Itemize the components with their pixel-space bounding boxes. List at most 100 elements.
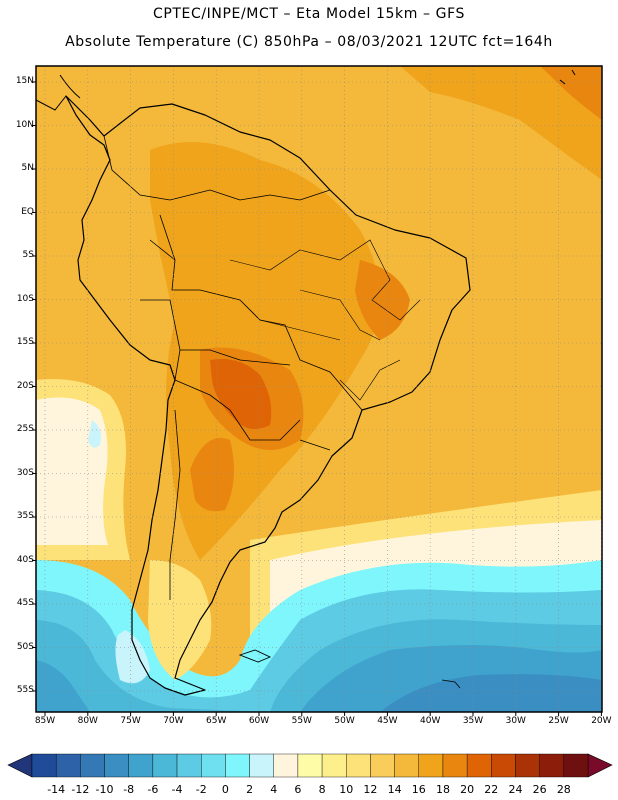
colorbar-tick-label: -2 xyxy=(195,783,207,796)
lon-label: 80W xyxy=(77,716,98,726)
south-america-coastline xyxy=(65,95,471,696)
colorbar-tick-label: 12 xyxy=(363,783,378,796)
colorbar-swatch xyxy=(346,753,371,778)
colorbar-swatch xyxy=(201,753,226,778)
south-georgia-island xyxy=(441,679,461,689)
chart-title: CPTEC/INPE/MCT – Eta Model 15km – GFS xyxy=(152,6,466,22)
colorbar-tick-label: 18 xyxy=(435,783,450,796)
lon-label: 45W xyxy=(377,716,398,726)
lon-label: 50W xyxy=(334,716,355,726)
hottest-zone-paraguay xyxy=(210,359,272,429)
colorbar-tick-label: 16 xyxy=(411,783,426,796)
colorbar-tick-label: 8 xyxy=(318,783,326,796)
field-northwest xyxy=(36,66,110,130)
lat-label: 15N xyxy=(15,76,34,86)
colorbar-tick-label: -14 xyxy=(47,783,66,796)
colorbar-tick-label: 24 xyxy=(508,783,523,796)
patagonia-cold xyxy=(115,630,150,684)
colorbar-tick-label: 14 xyxy=(387,783,402,796)
hot-spot-northeast xyxy=(355,260,410,340)
lon-label: 25W xyxy=(548,716,569,726)
lat-label: 40S xyxy=(16,554,34,565)
caribbean-islands xyxy=(559,69,576,85)
pacific-cold-spot xyxy=(88,420,101,448)
southern-ocean-coldest xyxy=(380,674,602,712)
state-borders xyxy=(229,239,421,401)
colorbar-swatch xyxy=(80,753,105,778)
colorbar-tick-label: 10 xyxy=(339,783,354,796)
colorbar-swatch xyxy=(55,753,81,778)
hot-spot-argentina xyxy=(190,438,234,512)
country-borders xyxy=(103,135,363,600)
colorbar-tick-label: 20 xyxy=(460,783,475,796)
lat-label: 10N xyxy=(15,119,34,130)
lat-label: 25S xyxy=(16,424,34,434)
colorbar-tick-label: -10 xyxy=(95,783,114,796)
colorbar-swatch xyxy=(370,753,395,778)
falkland-islands xyxy=(238,649,272,663)
colorbar-tick-label: 22 xyxy=(484,783,499,796)
colorbar-tick-label: 6 xyxy=(294,783,302,796)
colorbar-tick-label: -8 xyxy=(123,783,135,796)
lon-label: 20W xyxy=(591,716,612,726)
lon-label: 75W xyxy=(120,716,141,726)
pacific-cool-zone xyxy=(36,397,108,545)
warm-zone-atlantic xyxy=(400,66,602,180)
colorbar-swatch xyxy=(31,753,57,778)
patagonia-mild xyxy=(148,560,212,680)
colorbar-swatch xyxy=(104,753,129,778)
colorbar-swatch xyxy=(491,753,516,778)
chart-subtitle: Absolute Temperature (C) 850hPa – 08/03/… xyxy=(65,34,553,50)
lat-label: 20S xyxy=(16,380,34,391)
colorbar-swatch xyxy=(176,753,202,778)
lon-label: 55W xyxy=(291,716,312,726)
map-area xyxy=(36,66,602,712)
colorbar-swatch xyxy=(394,753,419,778)
colorbar-swatch xyxy=(539,753,565,778)
lat-label: 5N xyxy=(21,163,34,173)
lon-label: 30W xyxy=(505,716,526,726)
colorbar-tick-label: -12 xyxy=(71,783,90,796)
colorbar-swatch xyxy=(249,753,274,778)
lon-label: 70W xyxy=(163,716,184,726)
colorbar-swatch xyxy=(466,753,492,778)
colorbar-low-arrow xyxy=(7,753,33,778)
central-america-coastline xyxy=(36,74,81,111)
colorbar-swatch xyxy=(128,753,154,778)
lon-label: 65W xyxy=(206,716,227,726)
lon-label: 40W xyxy=(420,716,441,726)
lat-label: 10S xyxy=(16,293,34,304)
colorbar-tick-label: -6 xyxy=(147,783,159,796)
colorbar-high-arrow xyxy=(587,753,613,778)
colorbar-swatch xyxy=(225,753,250,778)
colorbar-swatch xyxy=(418,753,444,778)
colorbar-swatch xyxy=(515,753,540,778)
lat-label: 55S xyxy=(16,685,34,695)
lat-label: 30S xyxy=(16,467,34,478)
lat-label: 50S xyxy=(16,641,34,652)
colorbar-tick-label: -4 xyxy=(171,783,183,796)
colorbar-swatch xyxy=(152,753,178,778)
colorbar-swatch xyxy=(442,753,468,778)
colorbar-swatch xyxy=(321,753,347,778)
lat-label: 35S xyxy=(16,511,34,521)
colorbar-tick-label: 0 xyxy=(221,783,229,796)
lat-label: 45S xyxy=(16,598,34,608)
lon-label: 85W xyxy=(34,716,56,726)
colorbar-tick-label: 2 xyxy=(246,783,254,796)
lon-label: 35W xyxy=(462,716,484,726)
lat-label: 15S xyxy=(16,337,34,347)
colorbar xyxy=(7,753,613,778)
colorbar-tick-label: 26 xyxy=(532,783,547,796)
colorbar-swatch xyxy=(273,753,299,778)
lat-label: EQ xyxy=(21,206,34,217)
southwest-cold-corner xyxy=(36,660,90,712)
colorbar-swatch xyxy=(563,753,589,778)
colorbar-tick-label: 28 xyxy=(556,783,571,796)
map-frame xyxy=(35,65,603,713)
lon-label: 60W xyxy=(248,716,270,726)
colorbar-tick-label: 4 xyxy=(270,783,278,796)
lat-label: 5S xyxy=(22,250,34,260)
axis-ticks xyxy=(32,81,602,716)
